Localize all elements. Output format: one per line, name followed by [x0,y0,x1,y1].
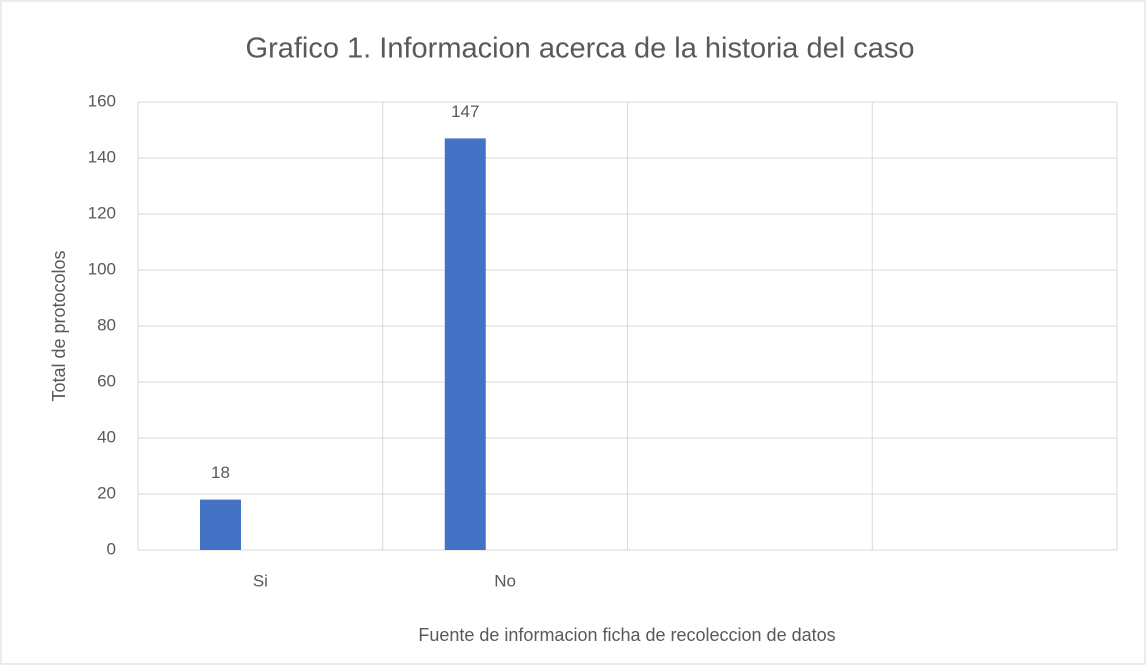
x-tick-label: Si [253,571,268,590]
y-axis-title: Total de protocolos [49,250,69,401]
y-tick-label: 0 [107,539,116,558]
y-tick-label: 160 [88,91,116,110]
y-tick-label: 140 [88,147,116,166]
data-label: 147 [451,102,479,121]
data-label: 18 [211,463,230,482]
bar [444,138,486,550]
y-tick-label: 60 [97,371,116,390]
chart-title: Grafico 1. Informacion acerca de la hist… [246,33,915,65]
y-tick-label: 100 [88,259,116,278]
y-tick-label: 120 [88,203,116,222]
x-axis-title: Fuente de informacion ficha de recolecci… [418,625,835,645]
y-tick-label: 20 [97,483,116,502]
y-tick-label: 40 [97,427,116,446]
x-tick-label: No [494,571,516,590]
y-tick-label: 80 [97,315,116,334]
bar [200,499,241,550]
